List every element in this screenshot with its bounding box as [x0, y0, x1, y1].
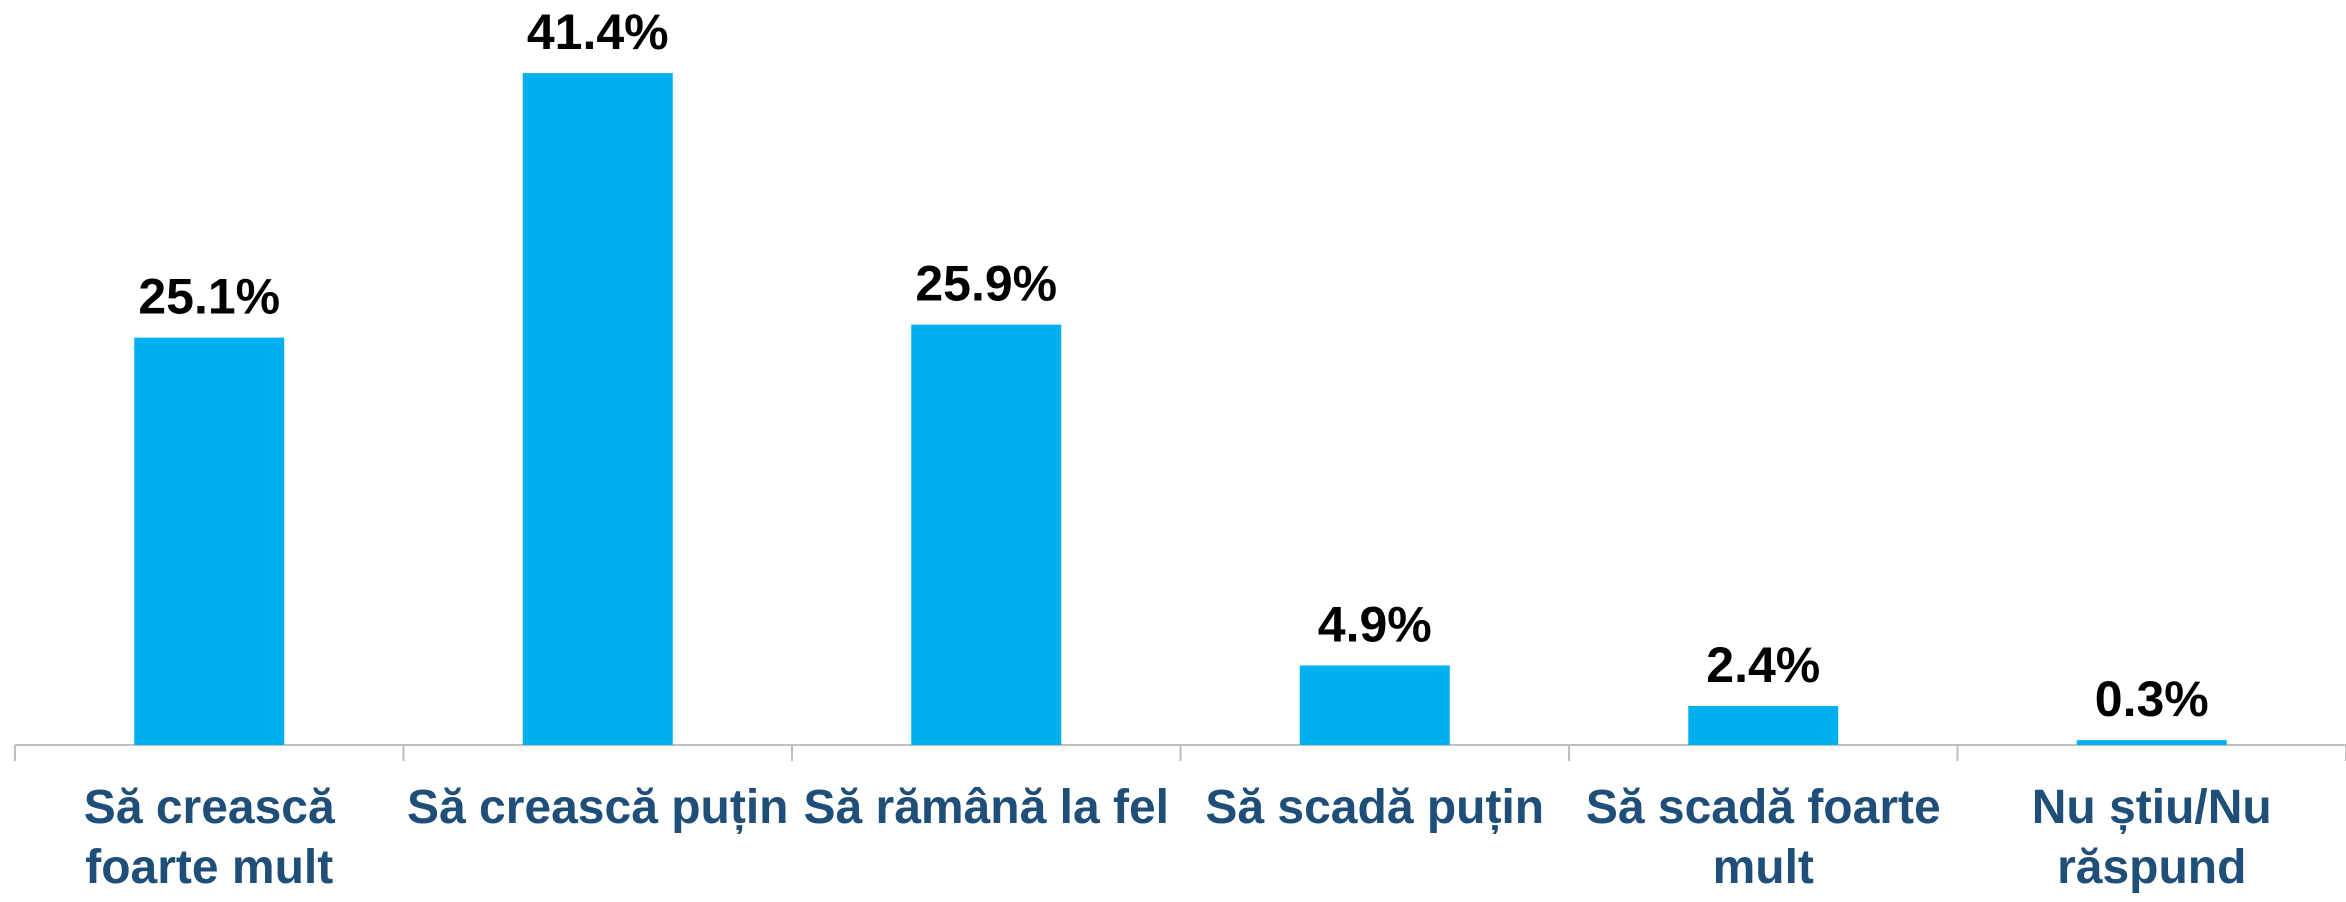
- x-tick-label: Să crească puțin: [406, 781, 789, 834]
- bar: [911, 324, 1062, 745]
- x-tick-label: Să crească foarte mult: [83, 781, 335, 894]
- value-label: 25.9%: [915, 256, 1057, 312]
- bar: [1688, 706, 1839, 745]
- value-label: 25.1%: [138, 269, 280, 325]
- bar: [1299, 665, 1450, 745]
- x-tick-label: Să scadă foarte mult: [1585, 781, 1941, 894]
- bar: [134, 337, 285, 745]
- value-label: 41.4%: [527, 4, 669, 60]
- x-tick-label: Să scadă puțin: [1205, 781, 1545, 834]
- value-label: 2.4%: [1706, 637, 1820, 693]
- x-tick-label: Nu știu/Nu răspund: [2031, 781, 2272, 894]
- bar: [2076, 740, 2227, 745]
- bar: [522, 73, 673, 745]
- x-tick-label: Să rămână la fel: [803, 781, 1170, 834]
- value-label: 4.9%: [1318, 596, 1432, 652]
- value-label: 0.3%: [2095, 671, 2209, 727]
